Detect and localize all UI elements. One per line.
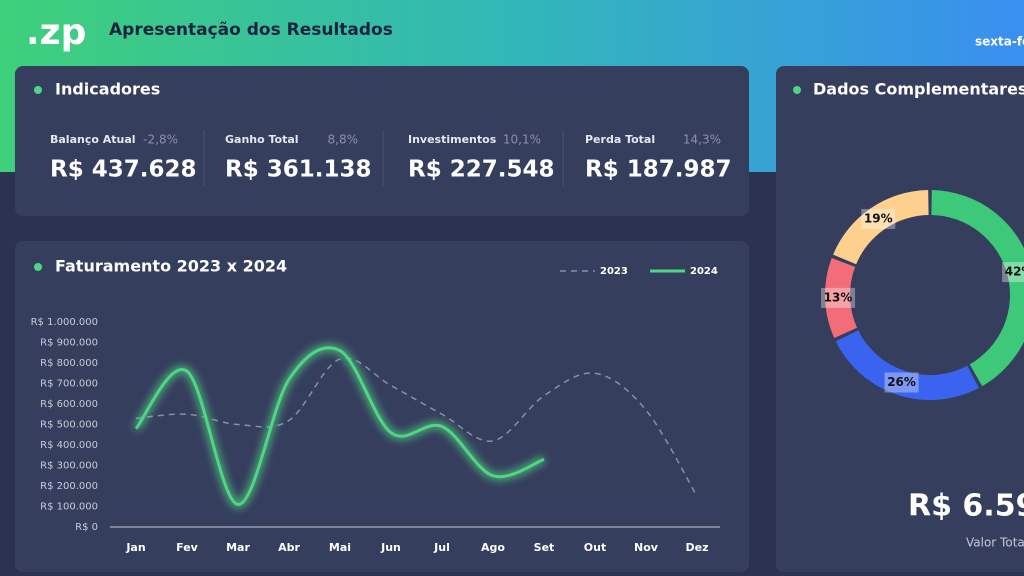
panel-title: Faturamento 2023 x 2024 xyxy=(55,257,287,276)
indicator-label: Investimentos xyxy=(408,133,497,146)
x-tick-label: Set xyxy=(534,541,555,554)
series-line xyxy=(135,357,698,497)
dot xyxy=(34,263,42,271)
indicator-change: -2,8% xyxy=(143,133,178,147)
data-label: 42% xyxy=(1005,265,1024,279)
donut-segment xyxy=(833,190,929,265)
indicator-label: Ganho Total xyxy=(225,133,299,146)
x-tick-label: Fev xyxy=(176,541,199,554)
x-tick-label: Abr xyxy=(278,541,300,554)
chart-panel xyxy=(15,241,749,572)
x-tick-label: Ago xyxy=(481,541,505,554)
complementary-panel xyxy=(776,66,1024,572)
logo: .zp xyxy=(26,12,86,53)
donut-segment xyxy=(825,258,858,339)
y-tick-label: R$ 900.000 xyxy=(40,338,98,349)
label-box xyxy=(821,287,856,308)
indicators-panel xyxy=(15,66,749,216)
y-tick-label: R$ 600.000 xyxy=(40,399,98,410)
indicator-label: Balanço Atual xyxy=(50,133,136,146)
x-tick-label: Mar xyxy=(226,541,250,554)
legend-label: 2023 xyxy=(600,266,628,277)
y-tick-label: R$ 100.000 xyxy=(40,502,98,513)
x-tick-label: Mai xyxy=(329,541,351,554)
data-label: 19% xyxy=(864,211,893,225)
x-tick-label: Nov xyxy=(634,541,659,554)
panel-title: Dados Complementares xyxy=(813,80,1024,99)
donut-segment xyxy=(835,330,979,400)
indicator-value: R$ 437.628 xyxy=(50,157,196,183)
x-tick-label: Jan xyxy=(125,541,145,554)
indicator-value: R$ 361.138 xyxy=(225,157,371,183)
data-label: 26% xyxy=(887,375,916,389)
data-label: 13% xyxy=(824,290,853,304)
panel-title: Indicadores xyxy=(55,80,160,99)
y-tick-label: R$ 800.000 xyxy=(40,358,98,369)
y-tick-label: R$ 500.000 xyxy=(40,420,98,431)
indicator-change: 10,1% xyxy=(503,133,541,147)
dot xyxy=(34,86,42,94)
x-tick-label: Jul xyxy=(433,541,450,554)
indicator-change: 14,3% xyxy=(683,133,721,147)
date: sexta-fe xyxy=(975,35,1024,49)
y-tick-label: R$ 300.000 xyxy=(40,461,98,472)
page-title: Apresentação dos Resultados xyxy=(109,20,393,40)
label-box xyxy=(861,208,896,229)
total-label: Valor Tota xyxy=(966,536,1024,550)
x-tick-label: Dez xyxy=(686,541,709,554)
legend-label: 2024 xyxy=(690,266,718,277)
indicator-value: R$ 187.987 xyxy=(585,157,731,183)
label-box xyxy=(884,372,919,393)
donut-segment xyxy=(931,190,1024,387)
y-tick-label: R$ 1.000.000 xyxy=(31,317,98,328)
indicator-change: 8,8% xyxy=(328,133,359,147)
label-box xyxy=(1002,262,1024,283)
total-value: R$ 6.59 xyxy=(908,489,1024,524)
series-line xyxy=(134,346,545,506)
x-tick-label: Jun xyxy=(380,541,401,554)
y-tick-label: R$ 200.000 xyxy=(40,481,98,492)
x-tick-label: Out xyxy=(584,541,606,554)
dot xyxy=(793,86,801,94)
y-tick-label: R$ 400.000 xyxy=(40,440,98,451)
indicator-value: R$ 227.548 xyxy=(408,157,554,183)
y-tick-label: R$ 700.000 xyxy=(40,379,98,390)
y-tick-label: R$ 0 xyxy=(75,522,98,533)
indicator-label: Perda Total xyxy=(585,133,655,146)
